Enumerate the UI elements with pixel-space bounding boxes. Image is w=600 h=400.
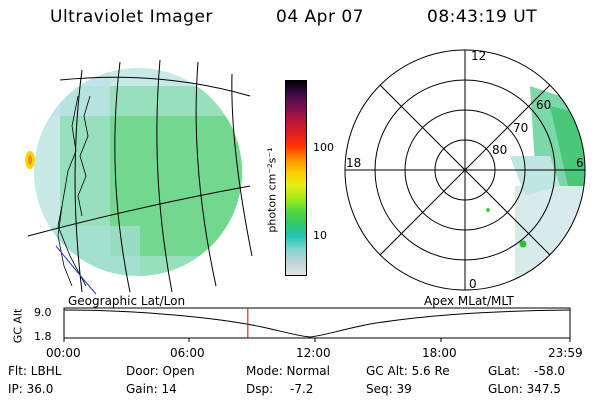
dsp-label: Dsp: bbox=[246, 382, 274, 396]
ip-info: IP: 36.0 bbox=[8, 382, 54, 396]
mlt-label-18: 18 bbox=[346, 156, 361, 170]
gc-alt-info: GC Alt: 5.6 Re bbox=[366, 364, 450, 378]
xtick-06: 06:00 bbox=[170, 346, 205, 360]
xtick-2359: 23:59 bbox=[548, 346, 583, 360]
coastline bbox=[57, 95, 91, 287]
observation-time: 08:43:19 UT bbox=[427, 7, 538, 27]
geographic-image bbox=[25, 59, 253, 295]
imager-title: Ultraviolet Imager bbox=[50, 7, 213, 27]
gain-info: Gain: 14 bbox=[126, 382, 177, 396]
altitude-ytick-low: 1.8 bbox=[34, 330, 52, 343]
dsp-value: -7.2 bbox=[290, 382, 314, 396]
apex-panel-label: Apex MLat/MLT bbox=[424, 294, 514, 308]
mlt-label-12: 12 bbox=[471, 49, 486, 63]
mlat-label-70: 70 bbox=[513, 121, 528, 135]
aurora-emission-field bbox=[34, 68, 242, 276]
spot-2 bbox=[519, 240, 527, 248]
glon-info: GLon: 347.5 bbox=[488, 382, 561, 396]
colorbar-tick-10: 10 bbox=[313, 229, 327, 242]
mlt-label-6: 6 bbox=[576, 156, 584, 170]
terminator-line bbox=[55, 245, 97, 295]
mlat-label-80: 80 bbox=[492, 143, 507, 157]
xtick-18: 18:00 bbox=[422, 346, 457, 360]
xtick-00: 00:00 bbox=[46, 346, 81, 360]
polar-plot: 12 18 6 0 60 70 80 bbox=[344, 49, 586, 291]
mlat-label-60: 60 bbox=[536, 98, 551, 112]
glat-value: -58.0 bbox=[534, 364, 566, 378]
spot-1 bbox=[486, 208, 490, 212]
colorbar bbox=[285, 80, 307, 276]
seq-info: Seq: 39 bbox=[366, 382, 412, 396]
geographic-grid bbox=[27, 59, 253, 293]
filter-info: Flt: LBHL bbox=[8, 364, 62, 378]
altitude-ytick-high: 9.0 bbox=[34, 306, 52, 319]
mlt-label-0: 0 bbox=[469, 277, 477, 291]
altitude-curve bbox=[63, 309, 571, 338]
door-info: Door: Open bbox=[126, 364, 195, 378]
observation-date: 04 Apr 07 bbox=[276, 7, 364, 27]
polar-emission bbox=[510, 86, 585, 290]
geographic-panel-label: Geographic Lat/Lon bbox=[68, 294, 186, 308]
mode-info: Mode: Normal bbox=[246, 364, 330, 378]
glat-label: GLat: bbox=[488, 364, 521, 378]
xtick-12: 12:00 bbox=[296, 346, 331, 360]
polar-grid bbox=[344, 49, 586, 291]
colorbar-tick-100: 100 bbox=[313, 141, 334, 154]
colorbar-unit-label: photon cm⁻²s⁻¹ bbox=[265, 147, 279, 233]
altitude-plot bbox=[63, 307, 571, 342]
